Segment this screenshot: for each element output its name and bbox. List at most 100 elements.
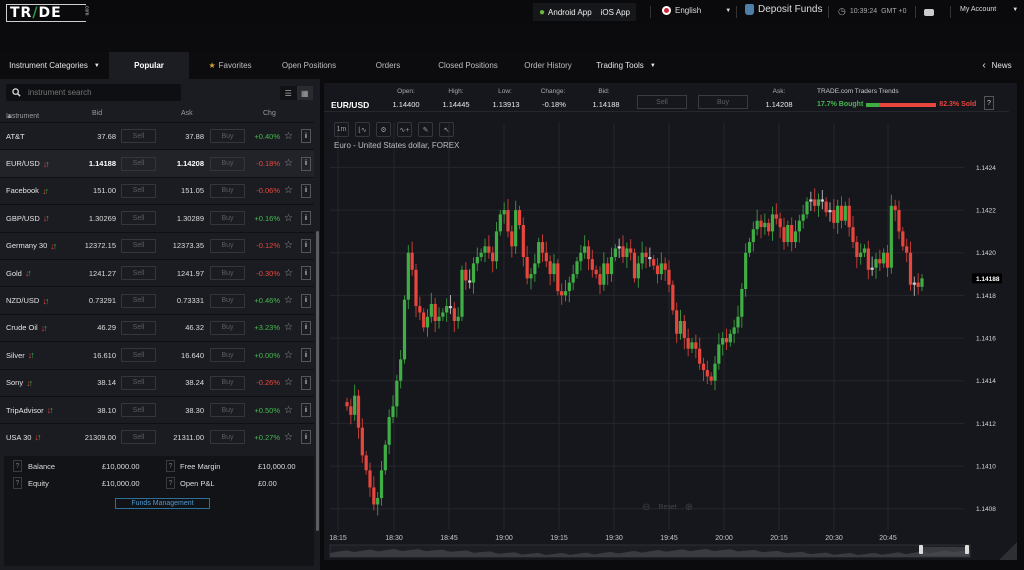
tab-instrument-categories[interactable]: Instrument Categories ▼ [9, 61, 100, 70]
info-button[interactable]: i [301, 211, 311, 226]
favorite-star-icon[interactable]: ☆ [284, 158, 293, 170]
info-button[interactable]: i [301, 348, 311, 363]
buy-button[interactable]: Buy [210, 129, 245, 144]
favorite-star-icon[interactable]: ☆ [284, 377, 293, 389]
instrument-row[interactable]: Facebook ↓↑ 151.00 Sell 151.05 Buy -0.06% ☆ i [0, 176, 314, 204]
favorite-star-icon[interactable]: ☆ [284, 295, 293, 307]
sell-button[interactable]: Sell [121, 403, 156, 418]
sell-button[interactable]: Sell [121, 183, 156, 198]
info-button[interactable]: i [301, 183, 311, 198]
tab-orders[interactable]: Orders [375, 61, 401, 70]
buy-button[interactable]: Buy [210, 430, 245, 445]
deposit-funds-link[interactable]: Deposit Funds [745, 4, 822, 15]
instrument-row[interactable]: USA 30 ↓↑ 21309.00 Sell 21311.00 Buy +0.27% ☆ i [0, 423, 314, 450]
favorite-star-icon[interactable]: ☆ [284, 240, 293, 252]
instrument-list-scrollbar[interactable] [316, 231, 319, 531]
tab-closed-positions[interactable]: Closed Positions [438, 61, 498, 70]
favorite-star-icon[interactable]: ☆ [284, 130, 293, 142]
favorite-star-icon[interactable]: ☆ [284, 349, 293, 361]
tab-trading-tools[interactable]: Trading Tools ▼ [596, 61, 656, 70]
help-icon[interactable]: ? [13, 460, 22, 472]
buy-button[interactable]: Buy [210, 183, 245, 198]
buy-button[interactable]: Buy [210, 403, 245, 418]
info-button[interactable]: i [301, 403, 311, 418]
sell-button[interactable]: Sell [121, 348, 156, 363]
ios-app-link[interactable]: iOS App [600, 7, 630, 17]
list-view-button[interactable]: ☰ [280, 86, 297, 100]
trade-logo[interactable]: TR/DE .com [6, 4, 90, 22]
instrument-search-input[interactable] [28, 88, 168, 97]
info-button[interactable]: i [301, 156, 311, 171]
news-toggle[interactable]: ‹ News [982, 60, 1012, 71]
instrument-row[interactable]: NZD/USD ↓↑ 0.73291 Sell 0.73331 Buy +0.46% ☆ i [0, 286, 314, 313]
instrument-search[interactable] [6, 84, 181, 101]
sell-button[interactable]: Sell [121, 129, 156, 144]
info-button[interactable]: i [301, 266, 311, 281]
sell-button[interactable]: Sell [121, 430, 156, 445]
sell-button[interactable]: Sell [121, 156, 156, 171]
zoom-out-icon[interactable]: ⊖ [642, 502, 651, 513]
favorite-star-icon[interactable]: ☆ [284, 404, 293, 416]
info-button[interactable]: i [301, 238, 311, 253]
info-button[interactable]: i [301, 293, 311, 308]
sell-button[interactable]: Sell [121, 375, 156, 390]
draw-button[interactable]: ✎ [418, 122, 433, 137]
info-button[interactable]: i [301, 430, 311, 445]
tab-order-history[interactable]: Order History [524, 61, 572, 70]
android-app-link[interactable]: ● Android App [539, 6, 592, 18]
cursor-button[interactable]: ↖ [439, 122, 454, 137]
buy-button[interactable]: Buy [210, 211, 245, 226]
sell-button[interactable]: Sell [121, 293, 156, 308]
instrument-row[interactable]: Sony ↓↑ 38.14 Sell 38.24 Buy -0.26% ☆ i [0, 368, 314, 396]
instrument-row[interactable]: Silver ↓↑ 16.610 Sell 16.640 Buy +0.00% ☆ i [0, 341, 314, 368]
favorite-star-icon[interactable]: ☆ [284, 185, 293, 197]
info-button[interactable]: i [301, 129, 311, 144]
buy-button[interactable]: Buy [210, 156, 245, 171]
sell-button[interactable]: Sell [121, 320, 156, 335]
candlestick-chart[interactable]: 18:15 18:30 18:45 19:00 19:15 19:30 19:45 20:00… [324, 83, 1017, 560]
zoom-in-icon[interactable]: ⊕ [684, 502, 694, 513]
grid-view-button[interactable]: ▦ [296, 86, 313, 100]
reset-zoom-button[interactable]: Reset [658, 504, 677, 511]
instrument-row[interactable]: Crude Oil ↓↑ 46.29 Sell 46.32 Buy +3.23% ☆ i [0, 313, 314, 341]
chart-type-button[interactable]: ⌊∿ [355, 122, 370, 137]
help-icon[interactable]: ? [166, 477, 175, 489]
instrument-row[interactable]: AT&T 37.68 Sell 37.88 Buy +0.40% ☆ i [0, 122, 314, 149]
quote-buy-button[interactable]: Buy [698, 95, 748, 109]
funds-management-button[interactable]: Funds Management [115, 498, 210, 509]
help-icon[interactable]: ? [166, 460, 175, 472]
info-button[interactable]: i [301, 375, 311, 390]
indicators-button[interactable]: ∿+ [397, 122, 412, 137]
buy-button[interactable]: Buy [210, 266, 245, 281]
tab-popular[interactable]: Popular [109, 52, 189, 79]
favorite-star-icon[interactable]: ☆ [284, 322, 293, 334]
buy-button[interactable]: Buy [210, 293, 245, 308]
sell-button[interactable]: Sell [121, 266, 156, 281]
quote-sell-button[interactable]: Sell [637, 95, 687, 109]
interval-button[interactable]: 1m [334, 122, 349, 137]
favorite-star-icon[interactable]: ☆ [284, 431, 293, 443]
sell-button[interactable]: Sell [121, 211, 156, 226]
help-icon[interactable]: ? [13, 477, 22, 489]
instrument-row[interactable]: EUR/USD ↓↑ 1.14188 Sell 1.14208 Buy -0.18% ☆ i [0, 149, 314, 177]
favorite-star-icon[interactable]: ☆ [284, 267, 293, 279]
sell-button[interactable]: Sell [121, 238, 156, 253]
resize-handle[interactable] [999, 542, 1017, 560]
buy-button[interactable]: Buy [210, 375, 245, 390]
tab-open-positions[interactable]: Open Positions [281, 61, 337, 70]
favorite-star-icon[interactable]: ☆ [284, 212, 293, 224]
instrument-row[interactable]: GBP/USD ↓↑ 1.30269 Sell 1.30289 Buy +0.16% ☆ i [0, 204, 314, 231]
buy-button[interactable]: Buy [210, 348, 245, 363]
instrument-row[interactable]: Gold ↓↑ 1241.27 Sell 1241.97 Buy -0.30% ☆ i [0, 258, 314, 286]
my-account-menu[interactable]: My Account ▼ [960, 6, 1019, 13]
tab-favorites[interactable]: ★ Favorites [208, 61, 252, 70]
settings-button[interactable]: ⚙ [376, 122, 391, 137]
instrument-row[interactable]: Germany 30 ↓↑ 12372.15 Sell 12373.35 Buy -0.12… [0, 231, 314, 259]
buy-button[interactable]: Buy [210, 238, 245, 253]
trends-help-button[interactable]: ? [984, 96, 994, 110]
language-select[interactable]: English ▼ [662, 6, 731, 15]
chat-button[interactable] [924, 6, 934, 16]
instrument-row[interactable]: TripAdvisor ↓↑ 38.10 Sell 38.30 Buy +0.50% ☆ i [0, 395, 314, 423]
info-button[interactable]: i [301, 320, 311, 335]
buy-button[interactable]: Buy [210, 320, 245, 335]
